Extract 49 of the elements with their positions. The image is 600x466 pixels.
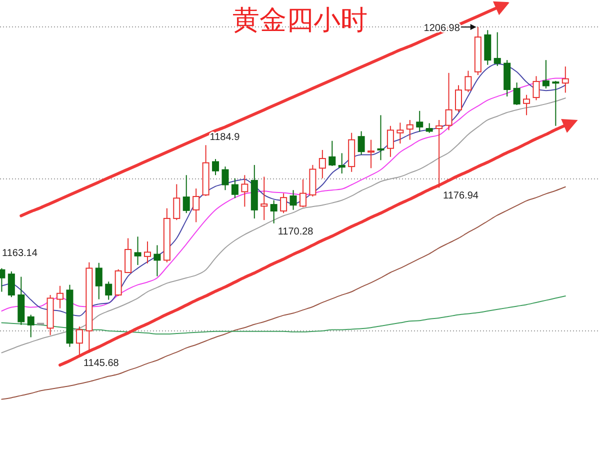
candlestick	[270, 200, 278, 224]
chart-title: 黄金四小时	[232, 5, 368, 35]
candlestick	[260, 176, 268, 221]
text: 1176.94	[443, 190, 478, 202]
candlestick	[416, 110, 424, 132]
candlestick	[494, 32, 501, 66]
candlestick	[513, 82, 520, 106]
candlestick	[338, 152, 346, 174]
candlestick	[318, 149, 326, 179]
candlestick	[358, 130, 365, 156]
candlestick	[290, 190, 297, 210]
candlestick	[464, 70, 472, 93]
candlestick	[154, 244, 161, 277]
candlestick	[386, 125, 394, 158]
candlestick	[95, 262, 102, 300]
candlestick	[562, 66, 569, 94]
candlestick	[532, 76, 540, 101]
candlestick	[368, 139, 375, 169]
text: 1184.9	[210, 132, 240, 144]
candlestick	[105, 281, 112, 300]
candlestick	[56, 285, 64, 309]
candlestick	[231, 178, 238, 199]
text: 1145.68	[83, 358, 119, 369]
candlestick	[8, 270, 15, 298]
candlestick	[542, 60, 550, 89]
candlestick	[192, 188, 200, 223]
text: 1170.28	[278, 226, 314, 238]
candlestick	[124, 238, 132, 274]
candlestick	[280, 192, 288, 214]
candlestick	[523, 94, 530, 116]
candlestick	[212, 158, 220, 176]
candlestick	[445, 72, 452, 131]
candlestick	[454, 84, 462, 112]
candlestick	[552, 80, 560, 126]
candlestick	[241, 174, 248, 208]
candlestick	[173, 184, 180, 221]
candlestick	[426, 122, 433, 134]
candlestick	[144, 240, 151, 264]
candlestick	[27, 314, 34, 338]
candlestick	[377, 114, 384, 161]
candlestick	[328, 140, 336, 167]
candlestick	[396, 122, 404, 144]
candlestick	[76, 326, 83, 356]
annotation: 1163.14	[2, 248, 38, 259]
candlestick	[222, 166, 229, 191]
candlestick	[134, 236, 142, 266]
candlestick	[406, 119, 414, 140]
candlestick	[182, 174, 190, 214]
candlestick	[299, 178, 306, 208]
